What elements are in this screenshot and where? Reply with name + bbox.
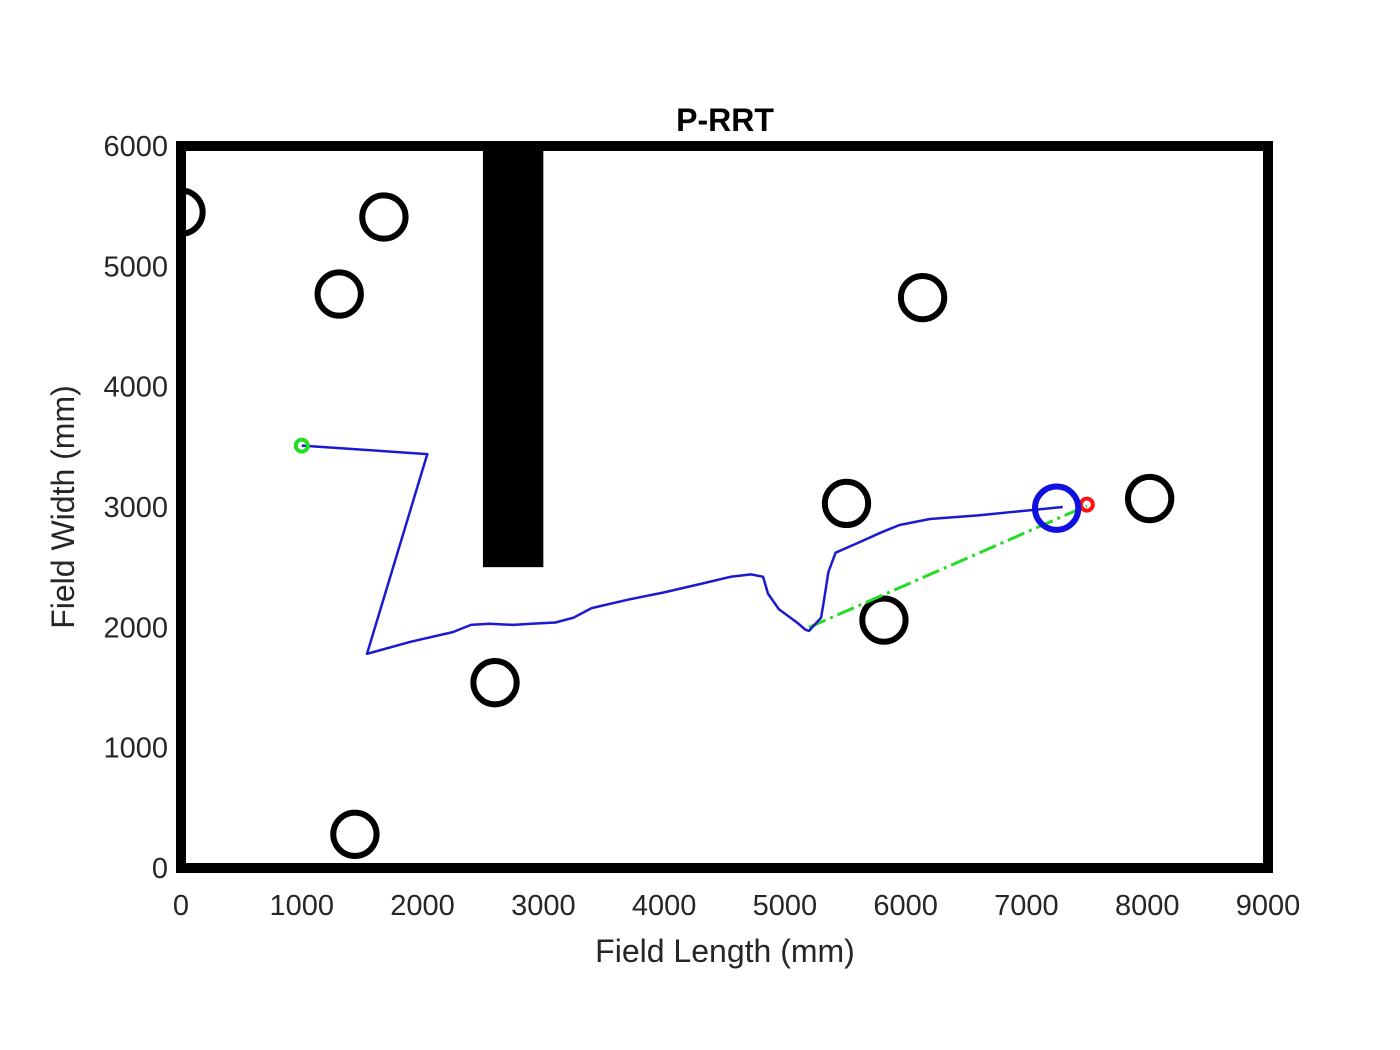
obstacle-circle-5 [821, 478, 872, 529]
y-tick-label: 6000 [103, 131, 168, 163]
plot-area [176, 141, 1273, 873]
wall-obstacle [482, 146, 544, 568]
plot-content [181, 146, 1175, 859]
robot-circle [1031, 483, 1082, 533]
obstacle-circle-6 [1124, 473, 1175, 524]
y-axis-label: Field Width (mm) [45, 385, 81, 629]
x-tick-label: 3000 [511, 890, 576, 922]
obstacle-circle-4 [897, 272, 948, 323]
x-tick-label: 7000 [994, 890, 1059, 922]
x-axis-label: Field Length (mm) [595, 933, 855, 969]
y-tick-label: 3000 [103, 492, 168, 524]
obstacle-circle-3 [314, 269, 364, 319]
y-tick-label: 2000 [103, 612, 168, 644]
y-tick-label: 5000 [103, 251, 168, 283]
x-tick-label: 5000 [753, 890, 818, 922]
chart-title: P-RRT [676, 102, 774, 138]
x-tick-label: 4000 [632, 890, 697, 922]
y-tick-label: 4000 [103, 372, 168, 404]
x-tick-label: 0 [173, 890, 189, 922]
x-tick-label: 1000 [270, 890, 335, 922]
planned-path [301, 444, 1063, 656]
field-border [176, 141, 1273, 873]
obstacle-circle-8 [470, 658, 520, 708]
obstacle-circle-9 [330, 809, 380, 859]
y-tick-label: 0 [152, 853, 168, 885]
x-tick-label: 2000 [390, 890, 455, 922]
axis-ticks: 0 1000 2000 3000 4000 5000 6000 7000 8000 9000 0 10… [103, 131, 1300, 922]
x-tick-label: 6000 [873, 890, 938, 922]
y-tick-label: 1000 [103, 733, 168, 765]
x-tick-label: 8000 [1115, 890, 1180, 922]
obstacle-circle-7 [859, 595, 909, 645]
x-tick-label: 9000 [1236, 890, 1301, 922]
start-marker [293, 437, 310, 454]
obstacle-circle-2 [359, 192, 409, 242]
